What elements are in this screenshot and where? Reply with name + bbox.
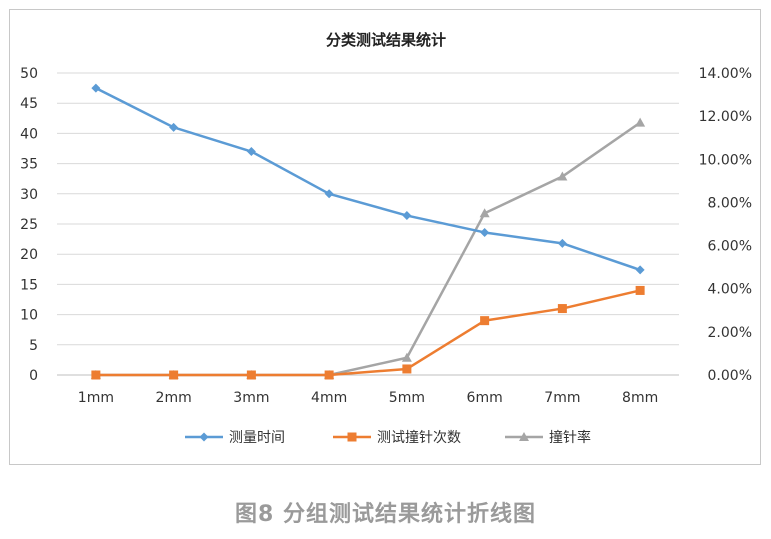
y-right-tick-label: 6.00%	[708, 239, 752, 255]
y-left-tick-label: 0	[29, 368, 38, 384]
series-line-diamond	[95, 86, 641, 272]
chart-frame	[9, 9, 761, 465]
data-point-diamond	[480, 227, 490, 237]
data-point-square	[480, 316, 490, 326]
y-left-tick-label: 30	[20, 187, 38, 203]
y-right-tick-label: 12.00%	[699, 109, 752, 125]
data-point-square	[402, 364, 412, 374]
y-left-tick-label: 45	[20, 96, 38, 112]
legend-label: 测试撞针次数	[377, 430, 461, 446]
data-point-square	[324, 370, 334, 380]
data-point-diamond	[91, 83, 101, 93]
legend-label: 撞针率	[549, 429, 591, 446]
data-point-diamond	[635, 265, 645, 275]
x-tick-label: 2mm	[156, 390, 192, 406]
legend-marker-square	[347, 432, 357, 442]
y-left-tick-label: 15	[20, 277, 38, 293]
data-point-square	[557, 304, 567, 314]
y-right-tick-label: 10.00%	[699, 152, 752, 168]
data-point-triangle	[401, 352, 412, 362]
legend-label: 测量时间	[229, 430, 285, 446]
y-left-tick-label: 10	[20, 308, 38, 324]
x-tick-label: 1mm	[78, 390, 114, 406]
data-point-diamond	[402, 211, 412, 221]
y-right-tick-label: 8.00%	[708, 195, 752, 211]
legend-marker-triangle	[519, 432, 529, 441]
x-tick-label: 4mm	[311, 390, 347, 406]
data-point-triangle	[635, 117, 646, 127]
x-tick-label: 6mm	[467, 390, 503, 406]
y-right-tick-label: 14.00%	[699, 66, 752, 82]
series-line-square	[95, 289, 641, 377]
y-right-tick-label: 4.00%	[708, 282, 752, 298]
data-point-square	[169, 370, 179, 380]
chart-title: 分类测试结果统计	[326, 31, 446, 49]
y-left-tick-label: 40	[20, 126, 38, 142]
legend-marker-diamond	[199, 432, 209, 442]
data-point-triangle	[479, 208, 490, 218]
y-left-tick-label: 20	[20, 247, 38, 263]
x-tick-label: 7mm	[544, 390, 580, 406]
x-tick-label: 5mm	[389, 390, 425, 406]
data-point-square	[635, 285, 645, 295]
data-point-diamond	[169, 122, 179, 132]
figure-caption: 图8 分组测试结果统计折线图	[235, 502, 536, 527]
x-tick-label: 3mm	[233, 390, 269, 406]
line-chart: 分类测试结果统计 0 5 10 15 20 25 30 35 40 45 50 0.00% 2.00% 4.…	[20, 31, 752, 446]
y-left-tick-label: 35	[20, 157, 38, 173]
y-right-tick-label: 2.00%	[708, 325, 752, 341]
y-left-tick-label: 5	[29, 338, 38, 354]
data-point-diamond	[324, 189, 334, 199]
series-line-triangle	[95, 121, 641, 377]
y-right-tick-label: 0.00%	[708, 368, 752, 384]
data-point-triangle	[557, 171, 568, 181]
y-left-tick-label: 25	[20, 217, 38, 233]
data-point-diamond	[557, 238, 567, 248]
data-point-diamond	[246, 147, 256, 157]
data-point-square	[91, 370, 101, 380]
x-tick-label: 8mm	[622, 390, 658, 406]
y-left-tick-label: 50	[20, 66, 38, 82]
data-point-square	[246, 370, 256, 380]
